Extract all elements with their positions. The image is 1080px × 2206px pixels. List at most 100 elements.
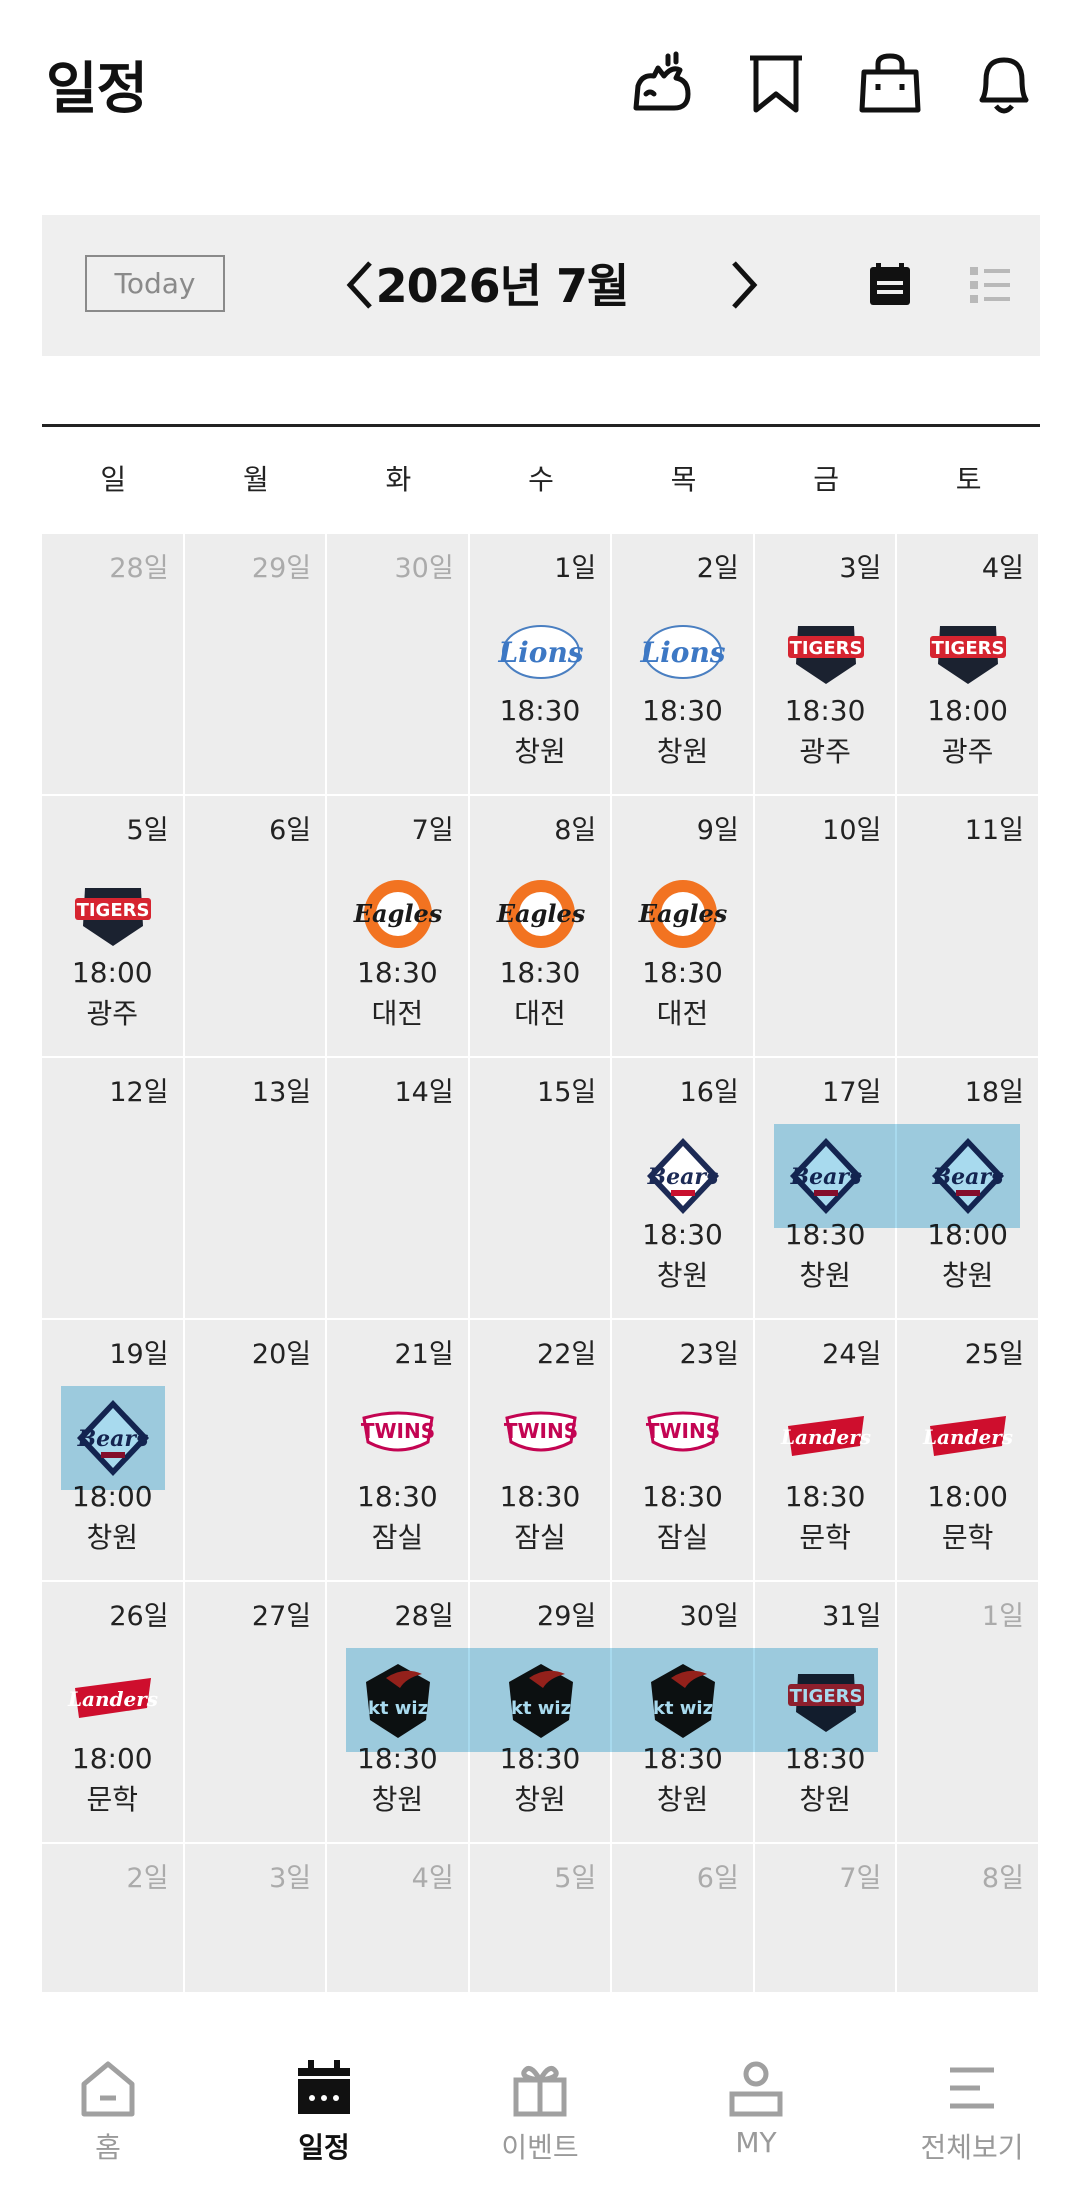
day-number: 22일 [537,1339,597,1370]
calendar-day-cell[interactable]: 4일 TIGERS 18:00 광주 [897,534,1040,796]
calendar-day-cell[interactable]: 29일 kt wiz 18:30 창원 [469,1582,613,1844]
lions-logo-icon: Lions [631,600,735,704]
calendar-day-cell[interactable]: 1일 [897,1582,1040,1844]
calendar-day-cell[interactable]: 23일 TWINS 18:30 잠실 [612,1320,755,1582]
game-time: 18:00 [927,1480,1008,1513]
bookmark-icon[interactable] [742,50,810,118]
calendar-day-cell[interactable]: 29일 [184,534,328,796]
game-venue: 잠실 [656,1521,709,1554]
game-venue: 대전 [656,997,709,1030]
calendar-day-cell[interactable]: 6일 [612,1844,755,1994]
calendar-day-cell[interactable]: 7일 [754,1844,898,1994]
calendar-day-cell[interactable]: 8일 Eagles 18:30 대전 [469,796,613,1058]
bottom-nav: 홈 일정 이벤트 MY 전체보기 [0,2040,1080,2206]
nav-item-home[interactable]: 홈 [0,2040,216,2206]
day-number: 9일 [696,815,739,846]
calendar-day-cell[interactable]: 10일 [754,796,898,1058]
calendar-day-cell[interactable]: 5일 [469,1844,613,1994]
nav-item-person[interactable]: MY [648,2040,864,2206]
calendar-day-cell[interactable]: 3일 TIGERS 18:30 광주 [754,534,898,796]
calendar-day-cell[interactable]: 6일 [184,796,328,1058]
game-time: 18:30 [642,1742,723,1775]
nav-item-calendar[interactable]: 일정 [216,2040,432,2206]
day-number: 17일 [822,1077,882,1108]
calendar-day-cell[interactable]: 30일 [327,534,470,796]
game-time: 18:00 [71,956,153,989]
svg-text:Bears: Bears [932,1164,1004,1190]
svg-text:TWINS: TWINS [361,1419,435,1443]
day-number: 29일 [537,1601,597,1632]
calendar-day-cell[interactable]: 17일 Bears 18:30 창원 [754,1058,898,1320]
game-venue: 창원 [514,1783,566,1816]
calendar-day-cell[interactable]: 31일 TIGERS 18:30 창원 [754,1582,898,1844]
calendar-grid: 28일 29일 30일 1일 Lions 18:30 창원 2일 Lions 18:30 창원 3일 T… [42,534,1040,1994]
calendar-day-cell[interactable]: 3일 [184,1844,328,1994]
day-number: 19일 [109,1339,169,1370]
nav-item-gift[interactable]: 이벤트 [432,2040,648,2206]
calendar-day-cell[interactable]: 27일 [184,1582,328,1844]
calendar-day-cell[interactable]: 19일 Bears 18:00 창원 [42,1320,185,1582]
calendar-view-icon[interactable] [862,257,918,313]
svg-text:Eagles: Eagles [638,899,728,928]
calendar-day-cell[interactable]: 13일 [184,1058,328,1320]
chevron-right-icon[interactable] [714,253,774,317]
calendar-week-row: 12일 13일 14일 15일 16일 Bears 18:30 창원 17일 Bears 18:30… [42,1058,1040,1320]
day-number: 10일 [822,815,882,846]
weekday-label: 일 [100,463,127,496]
calendar-day-cell[interactable]: 26일 Landers 18:00 문학 [42,1582,185,1844]
chevron-left-icon[interactable] [330,253,390,317]
day-number: 5일 [126,815,169,846]
calendar-day-cell[interactable]: 1일 Lions 18:30 창원 [469,534,613,796]
game-time: 18:30 [499,1480,581,1513]
animal-mascot-icon[interactable] [628,50,696,118]
tigers-logo-icon: TIGERS [916,600,1020,704]
day-number: 25일 [964,1339,1024,1370]
bell-icon[interactable] [970,50,1038,118]
game-venue: 잠실 [514,1521,566,1554]
calendar-day-cell[interactable]: 21일 TWINS 18:30 잠실 [327,1320,470,1582]
calendar-day-cell[interactable]: 8일 [897,1844,1040,1994]
calendar-day-cell[interactable]: 15일 [469,1058,613,1320]
game-venue: 창원 [86,1521,139,1554]
calendar-day-cell[interactable]: 14일 [327,1058,470,1320]
weekday-label: 목 [670,463,697,496]
calendar-day-cell[interactable]: 16일 Bears 18:30 창원 [612,1058,755,1320]
svg-text:Landers: Landers [67,1687,158,1711]
game-time: 18:30 [642,694,723,727]
day-number: 28일 [394,1601,454,1632]
page-title: 일정 [46,57,148,122]
calendar-day-cell[interactable]: 20일 [184,1320,328,1582]
calendar-day-cell[interactable]: 4일 [327,1844,470,1994]
shopping-bag-icon[interactable] [856,50,924,118]
tigers-logo-icon: TIGERS [774,1648,878,1752]
calendar-day-cell[interactable]: 24일 Landers 18:30 문학 [754,1320,898,1582]
month-label: 2026년 7월 [375,259,630,313]
game-time: 18:30 [499,956,581,989]
calendar-day-cell[interactable]: 2일 Lions 18:30 창원 [612,534,755,796]
nav-label: 전체보기 [920,2131,1024,2164]
calendar-day-cell[interactable]: 28일 kt wiz 18:30 창원 [327,1582,470,1844]
nav-item-menu[interactable]: 전체보기 [864,2040,1080,2206]
calendar-day-cell[interactable]: 7일 Eagles 18:30 대전 [327,796,470,1058]
calendar-day-cell[interactable]: 2일 [42,1844,185,1994]
calendar-day-cell[interactable]: 5일 TIGERS 18:00 광주 [42,796,185,1058]
day-number: 2일 [696,553,739,584]
list-view-icon[interactable] [962,257,1018,313]
game-venue: 창원 [656,1259,709,1292]
calendar-day-cell[interactable]: 12일 [42,1058,185,1320]
menu-icon [864,2040,1080,2120]
day-number: 13일 [251,1077,312,1108]
day-number: 18일 [964,1077,1024,1108]
calendar-day-cell[interactable]: 11일 [897,796,1040,1058]
calendar-day-cell[interactable]: 9일 Eagles 18:30 대전 [612,796,755,1058]
calendar-day-cell[interactable]: 28일 [42,534,185,796]
day-number: 11일 [964,815,1024,846]
svg-text:Eagles: Eagles [495,899,585,928]
today-button[interactable]: Today [85,255,225,312]
calendar-day-cell[interactable]: 30일 kt wiz 18:30 창원 [612,1582,755,1844]
day-number: 7일 [839,1863,882,1894]
bears-logo-icon: Bears [631,1124,735,1228]
calendar-day-cell[interactable]: 18일 Bears 18:00 창원 [897,1058,1040,1320]
calendar-day-cell[interactable]: 25일 Landers 18:00 문학 [897,1320,1040,1582]
calendar-day-cell[interactable]: 22일 TWINS 18:30 잠실 [469,1320,613,1582]
